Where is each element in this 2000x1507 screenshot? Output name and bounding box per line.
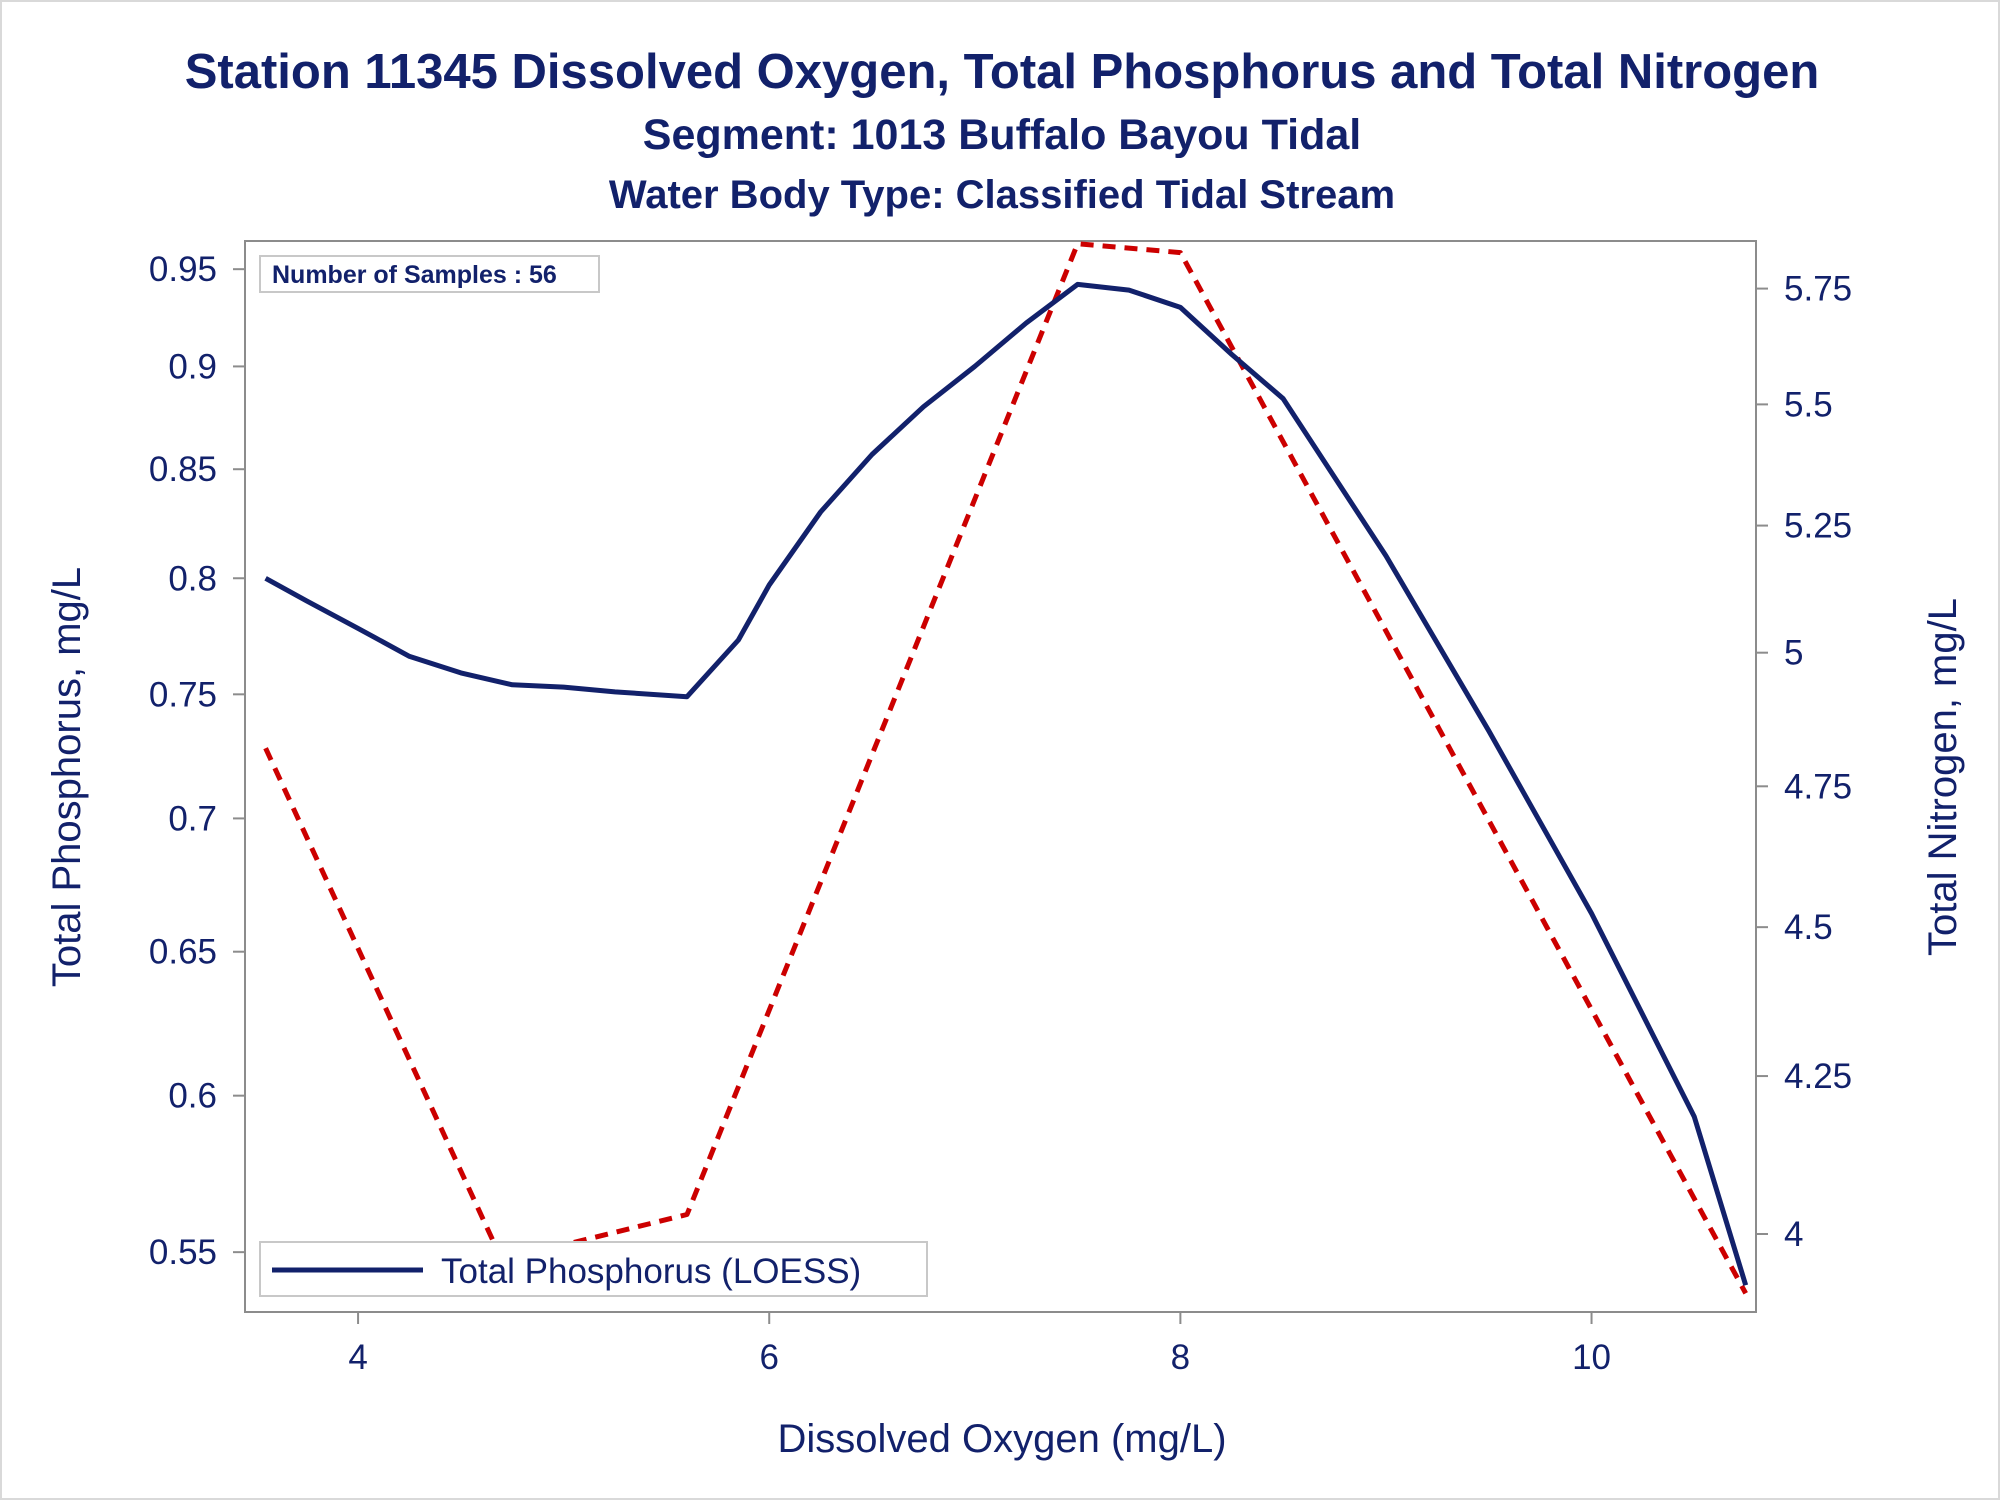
y-tick-label: 0.95 [149, 250, 217, 289]
chart-subtitle-2: Water Body Type: Classified Tidal Stream [609, 173, 1395, 217]
y-tick-label: 0.85 [149, 450, 217, 489]
total-phosphorus-line [264, 281, 1749, 1286]
y2-tick-label: 5.75 [1784, 270, 1852, 309]
y-tick-label: 0.9 [168, 347, 217, 386]
y2-tick-label: 5 [1784, 634, 1803, 673]
y-tick-label: 0.8 [168, 559, 217, 598]
plot-area [244, 240, 1757, 1313]
y-tick-label: 0.6 [168, 1077, 217, 1116]
sample-count-text: Number of Samples : 56 [272, 261, 557, 289]
y2-tick-label: 4.5 [1784, 908, 1833, 947]
x-axis: 4 6 8 10 [348, 1312, 1611, 1377]
y-axis-right: 4 4.25 4.5 4.75 5 5.25 5.5 5.75 [1756, 270, 1852, 1254]
y2-axis-label: Total Nitrogen, mg/L [1921, 598, 1965, 956]
y-tick-label: 0.7 [168, 799, 217, 838]
y2-tick-label: 4.75 [1784, 767, 1852, 806]
y-tick-label: 0.75 [149, 675, 217, 714]
legend: Total Phosphorus (LOESS) [259, 1241, 928, 1297]
x-tick-label: 10 [1572, 1338, 1611, 1377]
x-tick-label: 4 [348, 1338, 367, 1377]
y2-tick-label: 4.25 [1784, 1057, 1852, 1096]
total-nitrogen-line [263, 241, 1748, 1295]
y-tick-label: 0.65 [149, 933, 217, 972]
y-axis-label: Total Phosphorus, mg/L [45, 567, 89, 987]
y2-tick-label: 5.25 [1784, 507, 1852, 546]
y-tick-label: 0.55 [149, 1233, 217, 1272]
chart-subtitle: Segment: 1013 Buffalo Bayou Tidal [643, 111, 1361, 159]
x-tick-label: 8 [1171, 1338, 1190, 1377]
series-layer [263, 241, 1749, 1295]
legend-label: Total Phosphorus (LOESS) [441, 1252, 861, 1291]
sample-count-box [259, 255, 600, 293]
y2-tick-label: 5.5 [1784, 385, 1833, 424]
sample-count-inset: Number of Samples : 56 [259, 255, 600, 293]
chart-title: Station 11345 Dissolved Oxygen, Total Ph… [185, 45, 1820, 99]
y-axis-left: 0.55 0.6 0.65 0.7 0.75 0.8 0.85 0.9 0.95 [149, 250, 245, 1272]
x-tick-label: 6 [759, 1338, 778, 1377]
x-axis-label: Dissolved Oxygen (mg/L) [777, 1417, 1226, 1461]
y2-tick-label: 4 [1784, 1215, 1803, 1254]
